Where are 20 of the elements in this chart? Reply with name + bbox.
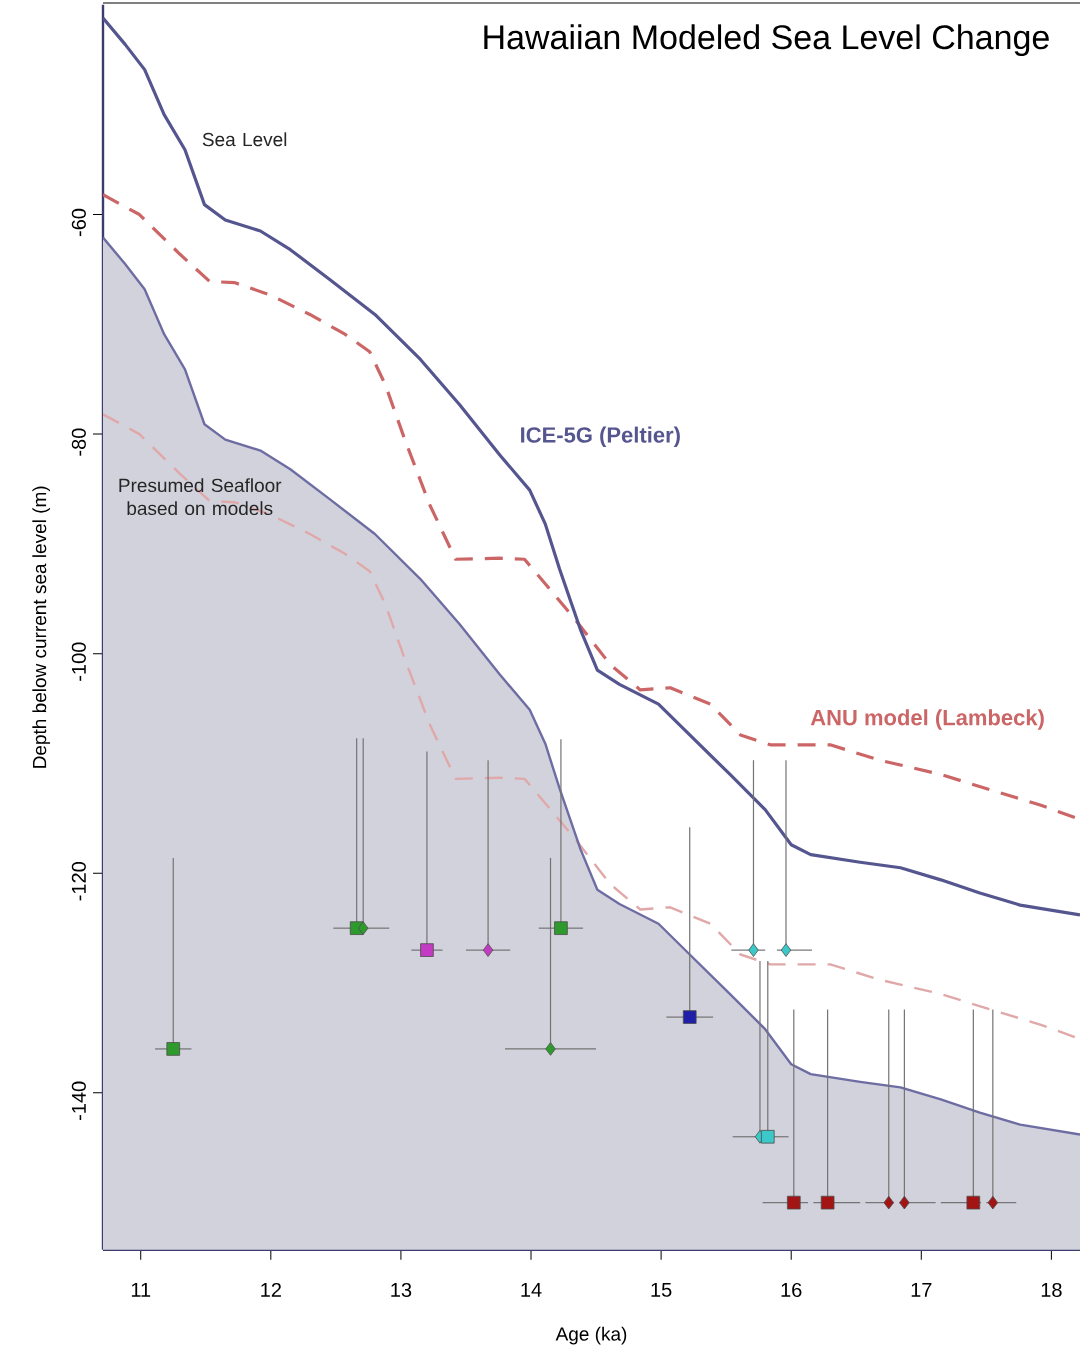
x-tick-label: 18 <box>1041 1282 1062 1298</box>
x-axis-title: Age (ka) <box>555 1326 627 1345</box>
x-tick-label: 16 <box>781 1282 802 1298</box>
y-axis-title: Depth below current sea level (m) <box>32 486 51 768</box>
y-tick-label: -100 <box>71 642 86 681</box>
annotation: Presumed Seafloor based on models <box>119 478 282 516</box>
x-tick-label: 13 <box>391 1282 412 1298</box>
series-label: ANU model (Lambeck) <box>810 709 1044 730</box>
annotation: Sea Level <box>202 132 287 147</box>
y-tick-label: -120 <box>71 862 86 901</box>
x-tick-label: 11 <box>131 1282 151 1297</box>
x-tick-label: 15 <box>651 1282 672 1297</box>
text: Hawaiian Modeled Sea Level Change <box>484 24 1049 57</box>
x-tick-label: 12 <box>261 1282 281 1297</box>
y-tick-label: -80 <box>71 428 86 456</box>
y-tick-label: -60 <box>71 208 86 237</box>
x-tick-label: 17 <box>911 1282 932 1297</box>
y-tick-label: -140 <box>71 1081 86 1120</box>
x-tick-label: 14 <box>521 1282 542 1297</box>
series-label: ICE-5G (Peltier) <box>521 426 680 448</box>
